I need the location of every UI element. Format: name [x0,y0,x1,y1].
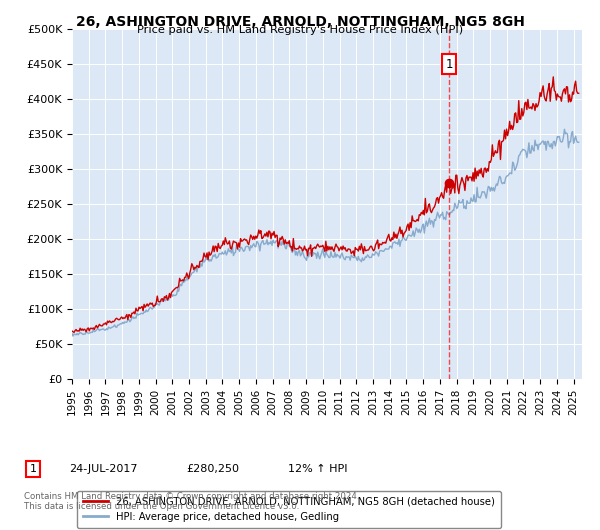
Text: Price paid vs. HM Land Registry's House Price Index (HPI): Price paid vs. HM Land Registry's House … [137,25,463,36]
Text: This data is licensed under the Open Government Licence v3.0.: This data is licensed under the Open Gov… [24,502,299,511]
Text: 1: 1 [445,58,453,70]
Text: £280,250: £280,250 [186,464,239,474]
Text: 24-JUL-2017: 24-JUL-2017 [69,464,137,474]
Text: 26, ASHINGTON DRIVE, ARNOLD, NOTTINGHAM, NG5 8GH: 26, ASHINGTON DRIVE, ARNOLD, NOTTINGHAM,… [76,15,524,29]
Legend: 26, ASHINGTON DRIVE, ARNOLD, NOTTINGHAM, NG5 8GH (detached house), HPI: Average : 26, ASHINGTON DRIVE, ARNOLD, NOTTINGHAM,… [77,491,501,528]
Text: Contains HM Land Registry data © Crown copyright and database right 2024.: Contains HM Land Registry data © Crown c… [24,492,359,501]
Text: 12% ↑ HPI: 12% ↑ HPI [288,464,347,474]
Text: 1: 1 [29,464,37,474]
